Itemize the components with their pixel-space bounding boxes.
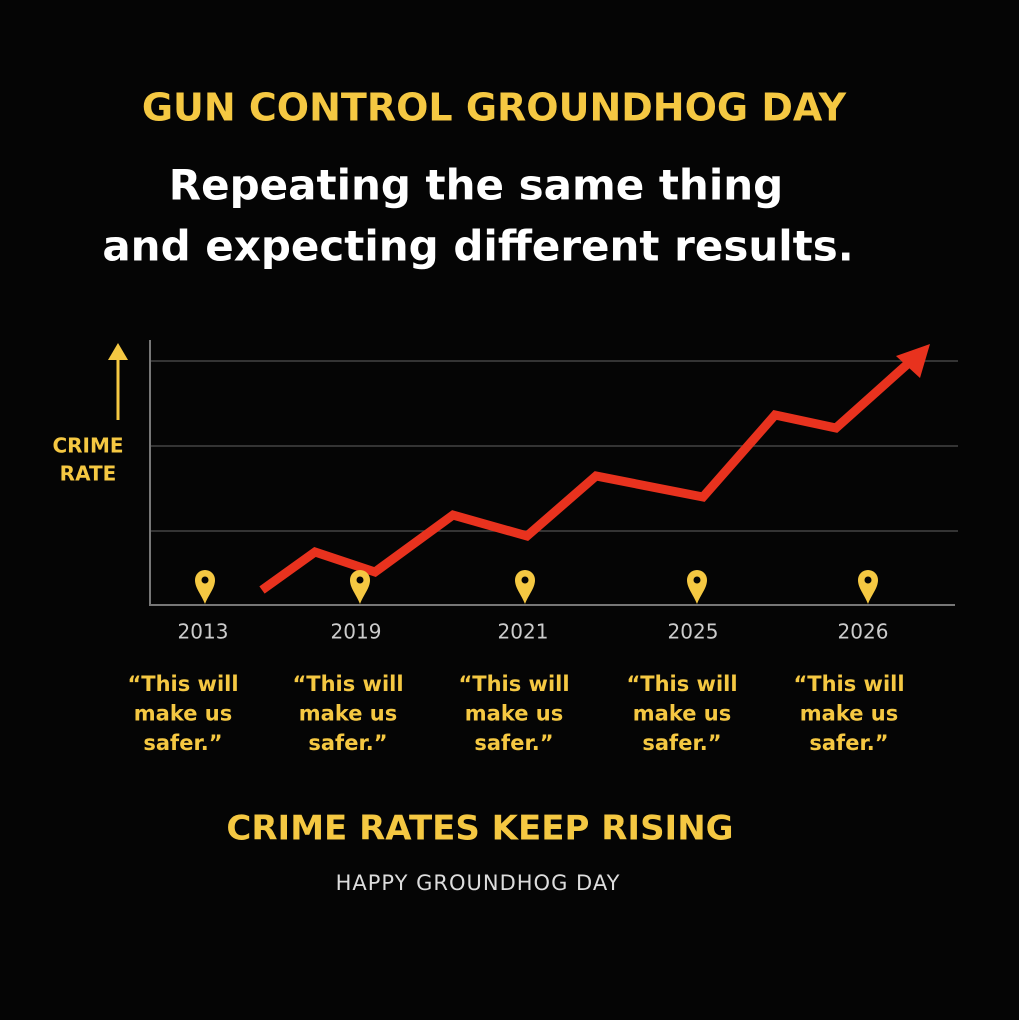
location-pin	[195, 570, 215, 604]
quote-line: “This will	[626, 672, 737, 696]
up-arrow-head	[108, 343, 128, 360]
chart-area: CRIME RATE	[52, 340, 958, 606]
axis-label: RATE	[60, 462, 117, 486]
quote-line: make us	[134, 702, 232, 726]
quote-line: make us	[633, 702, 731, 726]
quote-line: make us	[800, 702, 898, 726]
subtitle-line: and expecting different results.	[102, 222, 853, 271]
location-pin	[350, 570, 370, 604]
location-pin-hole	[864, 576, 872, 584]
quote-line: safer.”	[474, 731, 553, 755]
quote-line: safer.”	[143, 731, 222, 755]
quote-line: “This will	[793, 672, 904, 696]
subtitle-line: Repeating the same thing	[169, 161, 783, 210]
year-label: 2021	[498, 620, 549, 644]
footer-headline: CRIME RATES KEEP RISING	[226, 809, 733, 849]
footer-tagline: HAPPY GROUNDHOG DAY	[336, 871, 621, 895]
location-pin-hole	[201, 576, 209, 584]
year-label: 2019	[331, 620, 382, 644]
year-label: 2013	[178, 620, 229, 644]
location-pin-hole	[693, 576, 701, 584]
axis-label: CRIME	[52, 434, 123, 458]
trend-arrow-head	[896, 344, 930, 378]
title: GUN CONTROL GROUNDHOG DAY	[142, 86, 847, 130]
quote-line: make us	[299, 702, 397, 726]
quote-line: safer.”	[809, 731, 888, 755]
location-pin-hole	[356, 576, 364, 584]
quote-line: make us	[465, 702, 563, 726]
quote-line: “This will	[127, 672, 238, 696]
location-pin	[858, 570, 878, 604]
year-label: 2026	[838, 620, 889, 644]
quote-line: “This will	[458, 672, 569, 696]
quote-line: safer.”	[642, 731, 721, 755]
quote-line: “This will	[292, 672, 403, 696]
quote-line: safer.”	[308, 731, 387, 755]
location-pin	[515, 570, 535, 604]
year-label: 2025	[668, 620, 719, 644]
location-pin	[687, 570, 707, 604]
location-pin-hole	[521, 576, 529, 584]
trend-line	[259, 356, 916, 594]
